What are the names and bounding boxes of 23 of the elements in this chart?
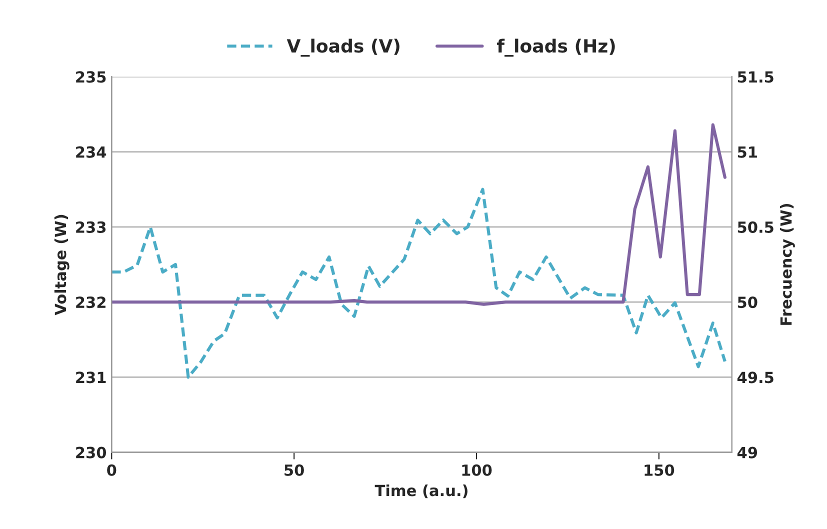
- y2-axis-title: Frecuency (W): [780, 204, 795, 325]
- y-tick-label: 235: [76, 71, 106, 83]
- line-series: [112, 188, 726, 379]
- y2-tick-label: 51.5: [738, 71, 774, 83]
- x-tick-label: 50: [284, 464, 304, 476]
- y-axis-title: Voltage (W): [54, 214, 70, 316]
- legend-label: V_loads (V): [286, 38, 400, 57]
- x-axis-title: Time (a.u.): [374, 484, 468, 498]
- x-tick-label: 0: [107, 464, 116, 476]
- line-series: [112, 123, 726, 306]
- y2-tick-label: 51: [738, 146, 757, 158]
- y-tick-label: 233: [76, 221, 106, 233]
- y2-tick-label: 50.5: [738, 221, 774, 233]
- y-tick-label: 231: [76, 372, 106, 384]
- legend-label: f_loads (Hz): [496, 38, 615, 57]
- y-tick-label: 232: [76, 296, 106, 308]
- x-tick-label: 150: [644, 464, 674, 476]
- y-tick-label: 230: [76, 446, 106, 458]
- y2-tick-label: 49: [737, 446, 758, 458]
- y2-tick-label: 50: [738, 296, 758, 308]
- y2-tick-label: 49.5: [737, 372, 774, 384]
- x-tick-label: 100: [462, 464, 492, 476]
- y-tick-label: 234: [76, 146, 106, 158]
